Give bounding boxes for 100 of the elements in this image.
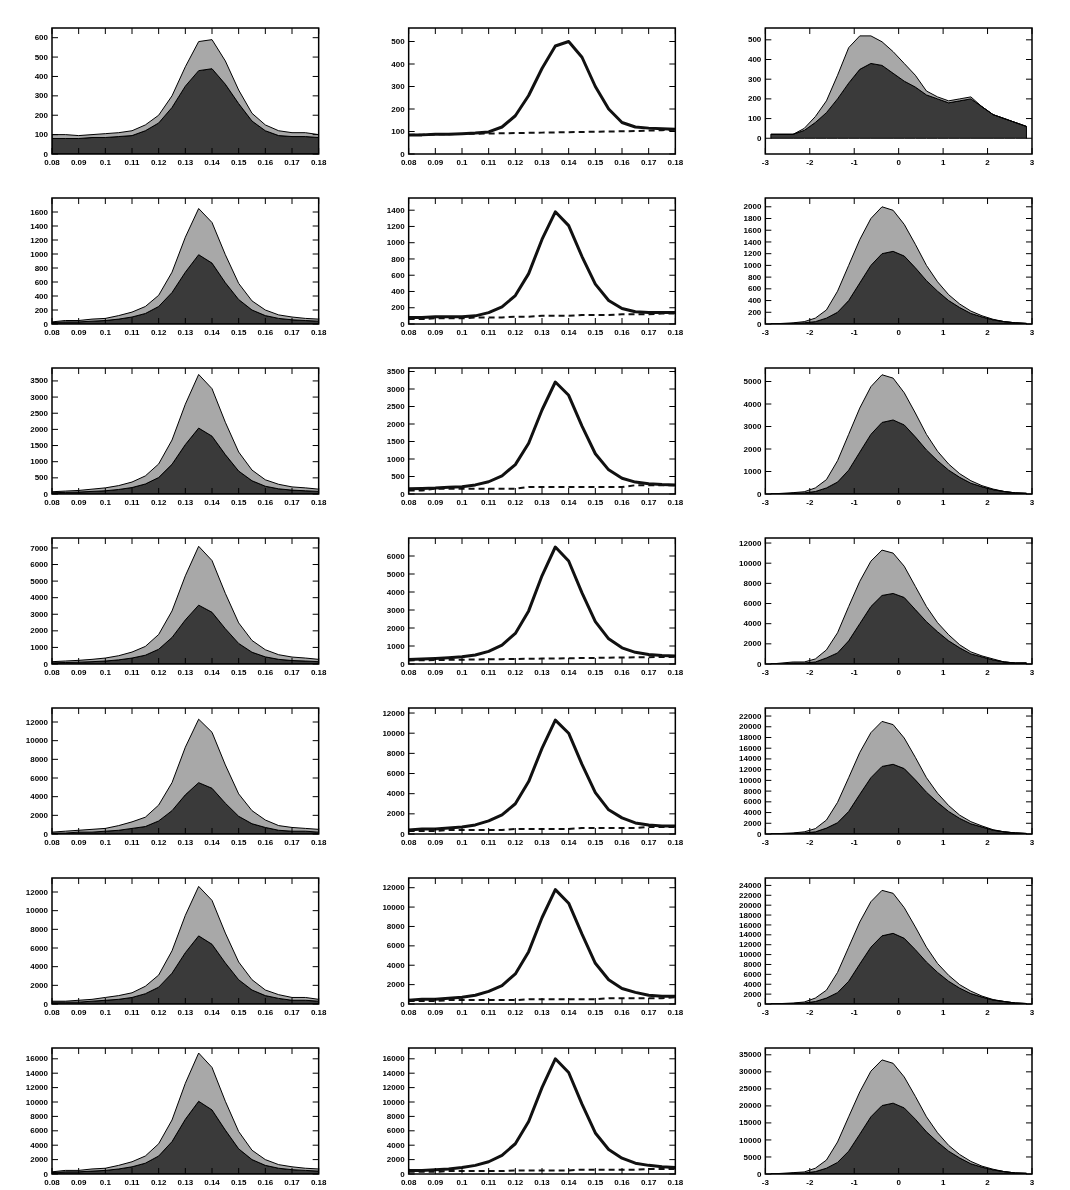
y-tick-label: 8000 [386, 748, 406, 758]
y-tick-label: 6000 [30, 773, 49, 783]
y-tick-label: 5000 [30, 576, 49, 586]
y-tick-label: 2000 [386, 809, 406, 819]
x-tick-label: 0.16 [257, 158, 274, 167]
x-tick-label: 0.1 [99, 1008, 112, 1017]
x-tick-label: 0.14 [560, 498, 577, 507]
x-tick-label: 0.17 [284, 498, 301, 507]
y-tick-label: 3000 [743, 422, 762, 432]
x-tick-label: 0.09 [70, 1178, 87, 1187]
y-tick-label: 1000 [743, 467, 762, 477]
y-tick-label: 1000 [30, 457, 49, 467]
x-tick-label: -3 [761, 1178, 770, 1187]
x-tick-label: -1 [850, 668, 859, 677]
x-tick-label: 0.14 [204, 838, 221, 847]
x-tick-label: 0.15 [230, 668, 247, 677]
x-tick-label: 0.11 [124, 1008, 141, 1017]
x-tick-label: 0.18 [310, 1178, 327, 1187]
y-tick-label: 16000 [739, 743, 762, 753]
x-tick-label: 0.13 [177, 328, 194, 337]
x-tick-label: -2 [806, 1008, 814, 1017]
y-tick-label: 20000 [739, 900, 762, 910]
x-tick-label: -3 [761, 1008, 770, 1017]
x-tick-label: 0.12 [150, 158, 167, 167]
y-tick-label: 100 [391, 127, 406, 137]
y-tick-label: 3000 [386, 605, 406, 615]
y-tick-label: 1000 [30, 249, 49, 259]
x-tick-label: -2 [806, 668, 814, 677]
x-tick-label: 0.18 [310, 838, 327, 847]
y-tick-label: 4000 [30, 792, 49, 802]
x-tick-label: 0.15 [587, 838, 604, 847]
y-tick-label: 300 [747, 74, 762, 84]
y-tick-label: 4000 [743, 399, 762, 409]
x-tick-label: 0.14 [560, 328, 577, 337]
x-tick-label: -3 [761, 158, 770, 167]
y-tick-label: 25000 [739, 1084, 762, 1094]
x-tick-label: 0.1 [99, 498, 112, 507]
y-tick-label: 16000 [739, 920, 762, 930]
x-tick-label: 0.14 [560, 838, 577, 847]
y-tick-label: 12000 [382, 1083, 406, 1093]
x-tick-label: 0.13 [177, 668, 194, 677]
y-tick-label: 1600 [743, 225, 762, 235]
y-tick-label: 600 [391, 270, 406, 280]
x-tick-label: 0 [896, 498, 902, 507]
x-tick-label: -1 [850, 1178, 859, 1187]
x-tick-label: 0.1 [456, 1008, 469, 1017]
x-tick-label: -3 [761, 838, 770, 847]
x-tick-label: -3 [761, 668, 770, 677]
y-tick-label: 2000 [743, 818, 762, 828]
x-tick-label: 0.15 [587, 668, 604, 677]
x-tick-label: 0.08 [400, 838, 417, 847]
x-tick-label: 1 [940, 498, 946, 507]
y-tick-label: 200 [34, 110, 49, 120]
x-tick-label: 0.12 [507, 328, 524, 337]
y-tick-label: 12000 [382, 883, 406, 893]
x-tick-label: -1 [850, 158, 859, 167]
x-tick-label: 3 [1029, 1008, 1035, 1017]
x-tick-label: 0.13 [534, 328, 551, 337]
x-tick-label: 0.1 [456, 838, 469, 847]
y-tick-label: 22000 [739, 890, 762, 900]
y-tick-label: 300 [391, 82, 406, 92]
x-tick-label: 2 [985, 328, 991, 337]
x-tick-label: 0.12 [507, 1178, 524, 1187]
x-tick-label: 0.16 [614, 838, 631, 847]
x-tick-label: 0.09 [70, 1008, 87, 1017]
y-tick-label: 2000 [743, 202, 762, 212]
x-tick-label: 0.12 [150, 1008, 167, 1017]
x-tick-label: 1 [940, 1178, 946, 1187]
x-tick-label: 0.17 [640, 838, 657, 847]
y-tick-label: 1000 [386, 641, 406, 651]
x-tick-label: 0.18 [667, 668, 684, 677]
x-tick-label: 0.13 [534, 1178, 551, 1187]
x-tick-label: 0.17 [640, 328, 657, 337]
y-tick-label: 10000 [382, 728, 406, 738]
x-tick-label: 0.17 [284, 328, 301, 337]
x-tick-label: 0.18 [310, 498, 327, 507]
x-tick-label: 3 [1029, 1178, 1035, 1187]
y-tick-label: 2000 [386, 419, 406, 429]
x-tick-label: 0.12 [150, 838, 167, 847]
y-tick-label: 10000 [25, 1097, 49, 1107]
x-tick-label: 0.17 [284, 158, 301, 167]
y-tick-label: 2000 [743, 444, 762, 454]
y-tick-label: 4000 [30, 962, 49, 972]
y-tick-label: 12000 [25, 717, 49, 727]
x-tick-label: 0.16 [257, 1178, 274, 1187]
y-tick-label: 10000 [382, 902, 406, 912]
y-tick-label: 3500 [386, 367, 406, 377]
y-tick-label: 2000 [30, 980, 49, 990]
y-tick-label: 0 [43, 489, 49, 499]
x-tick-label: 0.14 [204, 158, 221, 167]
y-tick-label: 400 [391, 59, 406, 69]
x-tick-label: 0.09 [70, 668, 87, 677]
x-tick-label: 0.17 [640, 498, 657, 507]
x-tick-label: 0.09 [70, 328, 87, 337]
x-tick-label: 0.15 [230, 328, 247, 337]
x-tick-label: 0.1 [456, 668, 469, 677]
x-tick-label: 0.09 [70, 498, 87, 507]
x-tick-label: 0.09 [70, 838, 87, 847]
x-tick-label: 0.14 [560, 1178, 577, 1187]
x-tick-label: 1 [940, 838, 946, 847]
